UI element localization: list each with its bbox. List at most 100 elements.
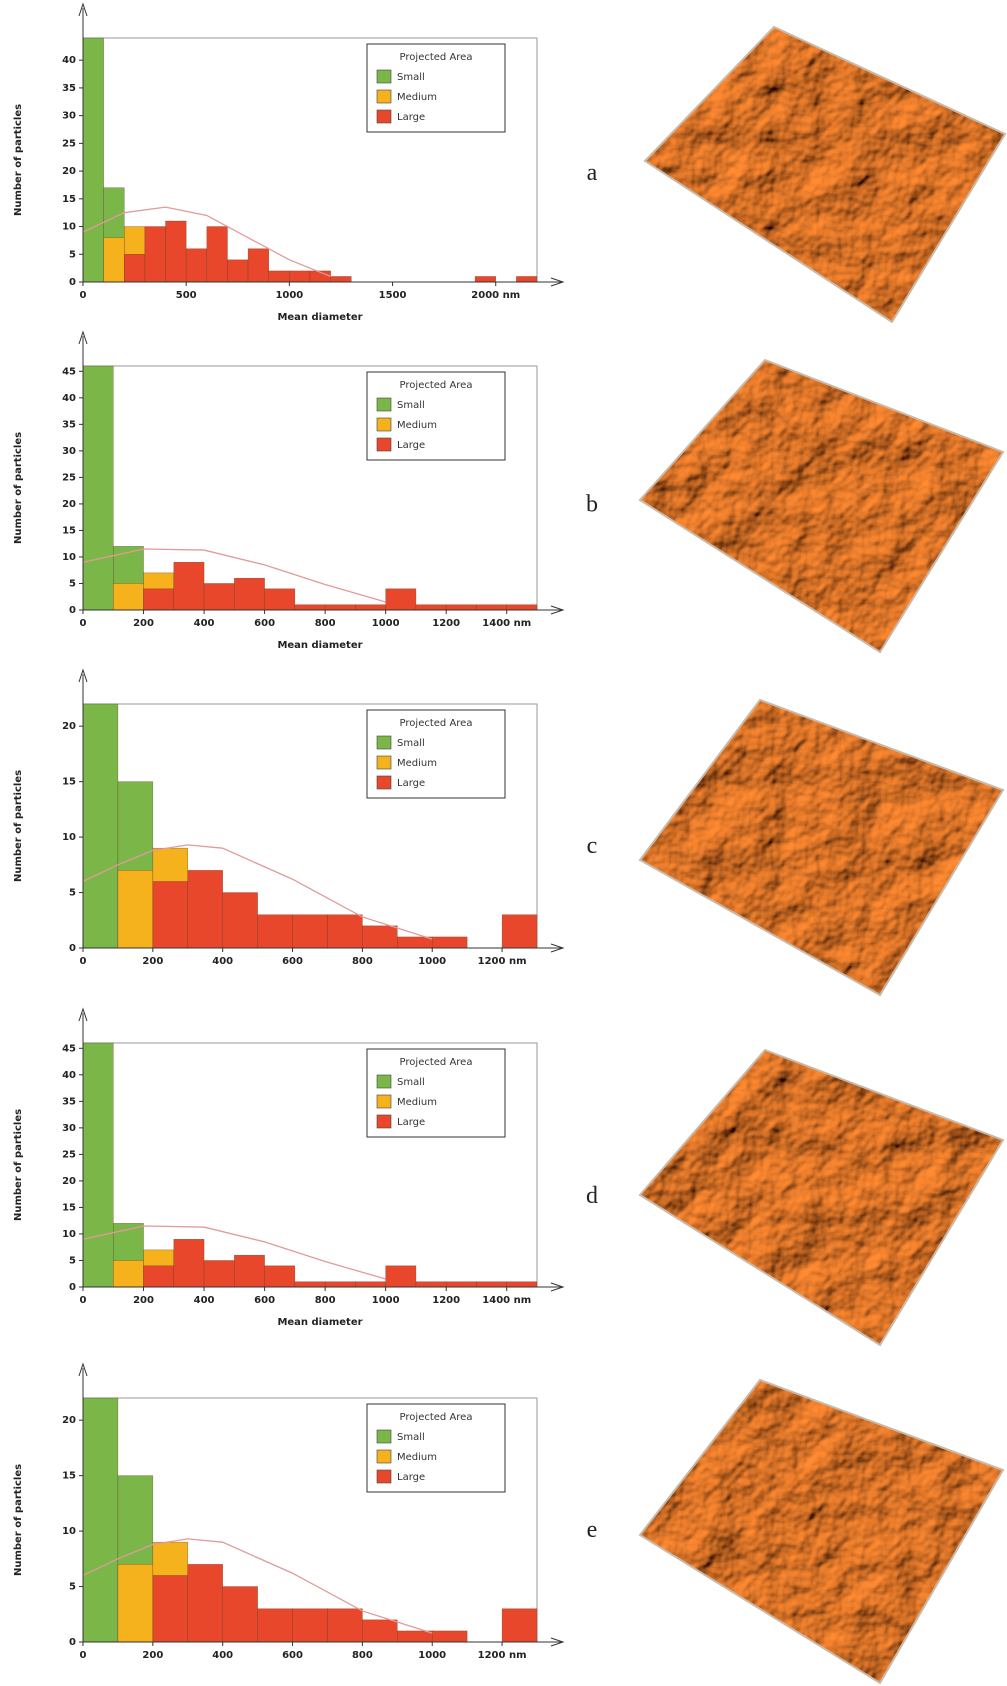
x-tick-label: 400 — [194, 618, 215, 629]
afm-image — [640, 700, 1003, 995]
bar — [355, 1282, 385, 1287]
y-tick-label: 0 — [69, 1282, 76, 1293]
bar — [153, 881, 188, 948]
y-tick-label: 5 — [69, 249, 76, 260]
y-axis-label: Number of particles — [13, 432, 24, 544]
bar — [295, 1282, 325, 1287]
y-tick-label: 20 — [62, 1415, 76, 1426]
x-tick-label: 800 — [315, 1295, 336, 1306]
x-tick-label: 200 — [133, 618, 154, 629]
legend-swatch — [377, 1430, 391, 1443]
bar — [432, 1631, 467, 1642]
x-axis-label: Mean diameter — [277, 1317, 362, 1328]
y-tick-label: 40 — [62, 1070, 76, 1081]
y-tick-label: 15 — [62, 525, 76, 536]
afm-surface — [640, 360, 1003, 652]
bar — [83, 704, 118, 948]
x-tick-label: 0 — [80, 1295, 87, 1306]
bar — [265, 1266, 295, 1287]
x-tick-label: 0 — [80, 1650, 87, 1661]
x-tick-label: 1000 — [418, 956, 446, 967]
y-tick-label: 45 — [62, 366, 76, 377]
legend-title: Projected Area — [400, 1057, 473, 1068]
y-tick-label: 40 — [62, 393, 76, 404]
bar — [446, 605, 476, 610]
bar — [362, 1620, 397, 1642]
bar — [188, 1564, 223, 1642]
legend-swatch — [377, 398, 391, 411]
x-tick-label: 400 — [212, 1650, 233, 1661]
y-tick-label: 20 — [62, 166, 76, 177]
legend-label: Medium — [397, 758, 437, 769]
bar — [118, 1564, 153, 1642]
bar — [269, 271, 290, 282]
bar — [166, 221, 187, 282]
x-tick-label: 1000 — [275, 290, 303, 301]
y-tick-label: 10 — [62, 1229, 76, 1240]
legend-swatch — [377, 70, 391, 83]
x-tick-label: 1400 nm — [482, 618, 531, 629]
legend-swatch — [377, 756, 391, 769]
y-tick-label: 15 — [62, 1471, 76, 1482]
bar — [416, 605, 446, 610]
y-tick-label: 5 — [69, 1582, 76, 1593]
x-tick-label: 1000 — [418, 1650, 446, 1661]
legend-swatch — [377, 418, 391, 431]
y-tick-label: 5 — [69, 578, 76, 589]
panel-label: e — [587, 1517, 598, 1543]
bar — [223, 1587, 258, 1642]
histogram-panel: 0510152025303540450200400600800100012001… — [13, 1009, 598, 1328]
bar — [446, 1282, 476, 1287]
panel-label: c — [587, 833, 598, 859]
x-tick-label: 2000 nm — [471, 290, 520, 301]
legend-label: Large — [397, 1472, 425, 1483]
x-tick-label: 0 — [80, 956, 87, 967]
x-tick-label: 0 — [80, 290, 87, 301]
legend-label: Medium — [397, 1452, 437, 1463]
legend-label: Small — [397, 1077, 425, 1088]
bar — [234, 1255, 264, 1287]
x-tick-label: 500 — [176, 290, 197, 301]
legend-swatch — [377, 438, 391, 451]
y-axis-label: Number of particles — [13, 1464, 24, 1576]
bar — [293, 1609, 328, 1642]
y-tick-label: 15 — [62, 194, 76, 205]
bar — [327, 915, 362, 948]
bar — [289, 271, 310, 282]
y-tick-label: 30 — [62, 111, 76, 122]
legend-label: Large — [397, 778, 425, 789]
y-tick-label: 30 — [62, 446, 76, 457]
panel-label: b — [586, 492, 598, 518]
legend-label: Small — [397, 1432, 425, 1443]
bar — [174, 1239, 204, 1287]
y-axis-label: Number of particles — [13, 104, 24, 216]
bar — [204, 583, 234, 610]
bar — [362, 926, 397, 948]
y-axis-label: Number of particles — [13, 770, 24, 882]
y-tick-label: 35 — [62, 83, 76, 94]
bar — [145, 227, 166, 282]
afm-surface — [640, 1380, 1003, 1683]
x-tick-label: 800 — [352, 956, 373, 967]
bar — [83, 38, 104, 282]
x-tick-label: 1400 nm — [482, 1295, 531, 1306]
y-tick-label: 35 — [62, 1096, 76, 1107]
x-tick-label: 800 — [315, 618, 336, 629]
bar — [265, 589, 295, 610]
x-tick-label: 1200 nm — [478, 956, 527, 967]
y-tick-label: 10 — [62, 552, 76, 563]
bar — [204, 1260, 234, 1287]
bar — [476, 605, 506, 610]
y-axis-label: Number of particles — [13, 1109, 24, 1221]
y-tick-label: 25 — [62, 472, 76, 483]
bar — [186, 249, 207, 282]
bar — [325, 605, 355, 610]
y-tick-label: 45 — [62, 1043, 76, 1054]
x-tick-label: 200 — [142, 1650, 163, 1661]
bar — [397, 937, 432, 948]
x-tick-label: 400 — [194, 1295, 215, 1306]
afm-image — [640, 360, 1003, 652]
x-tick-label: 800 — [352, 1650, 373, 1661]
